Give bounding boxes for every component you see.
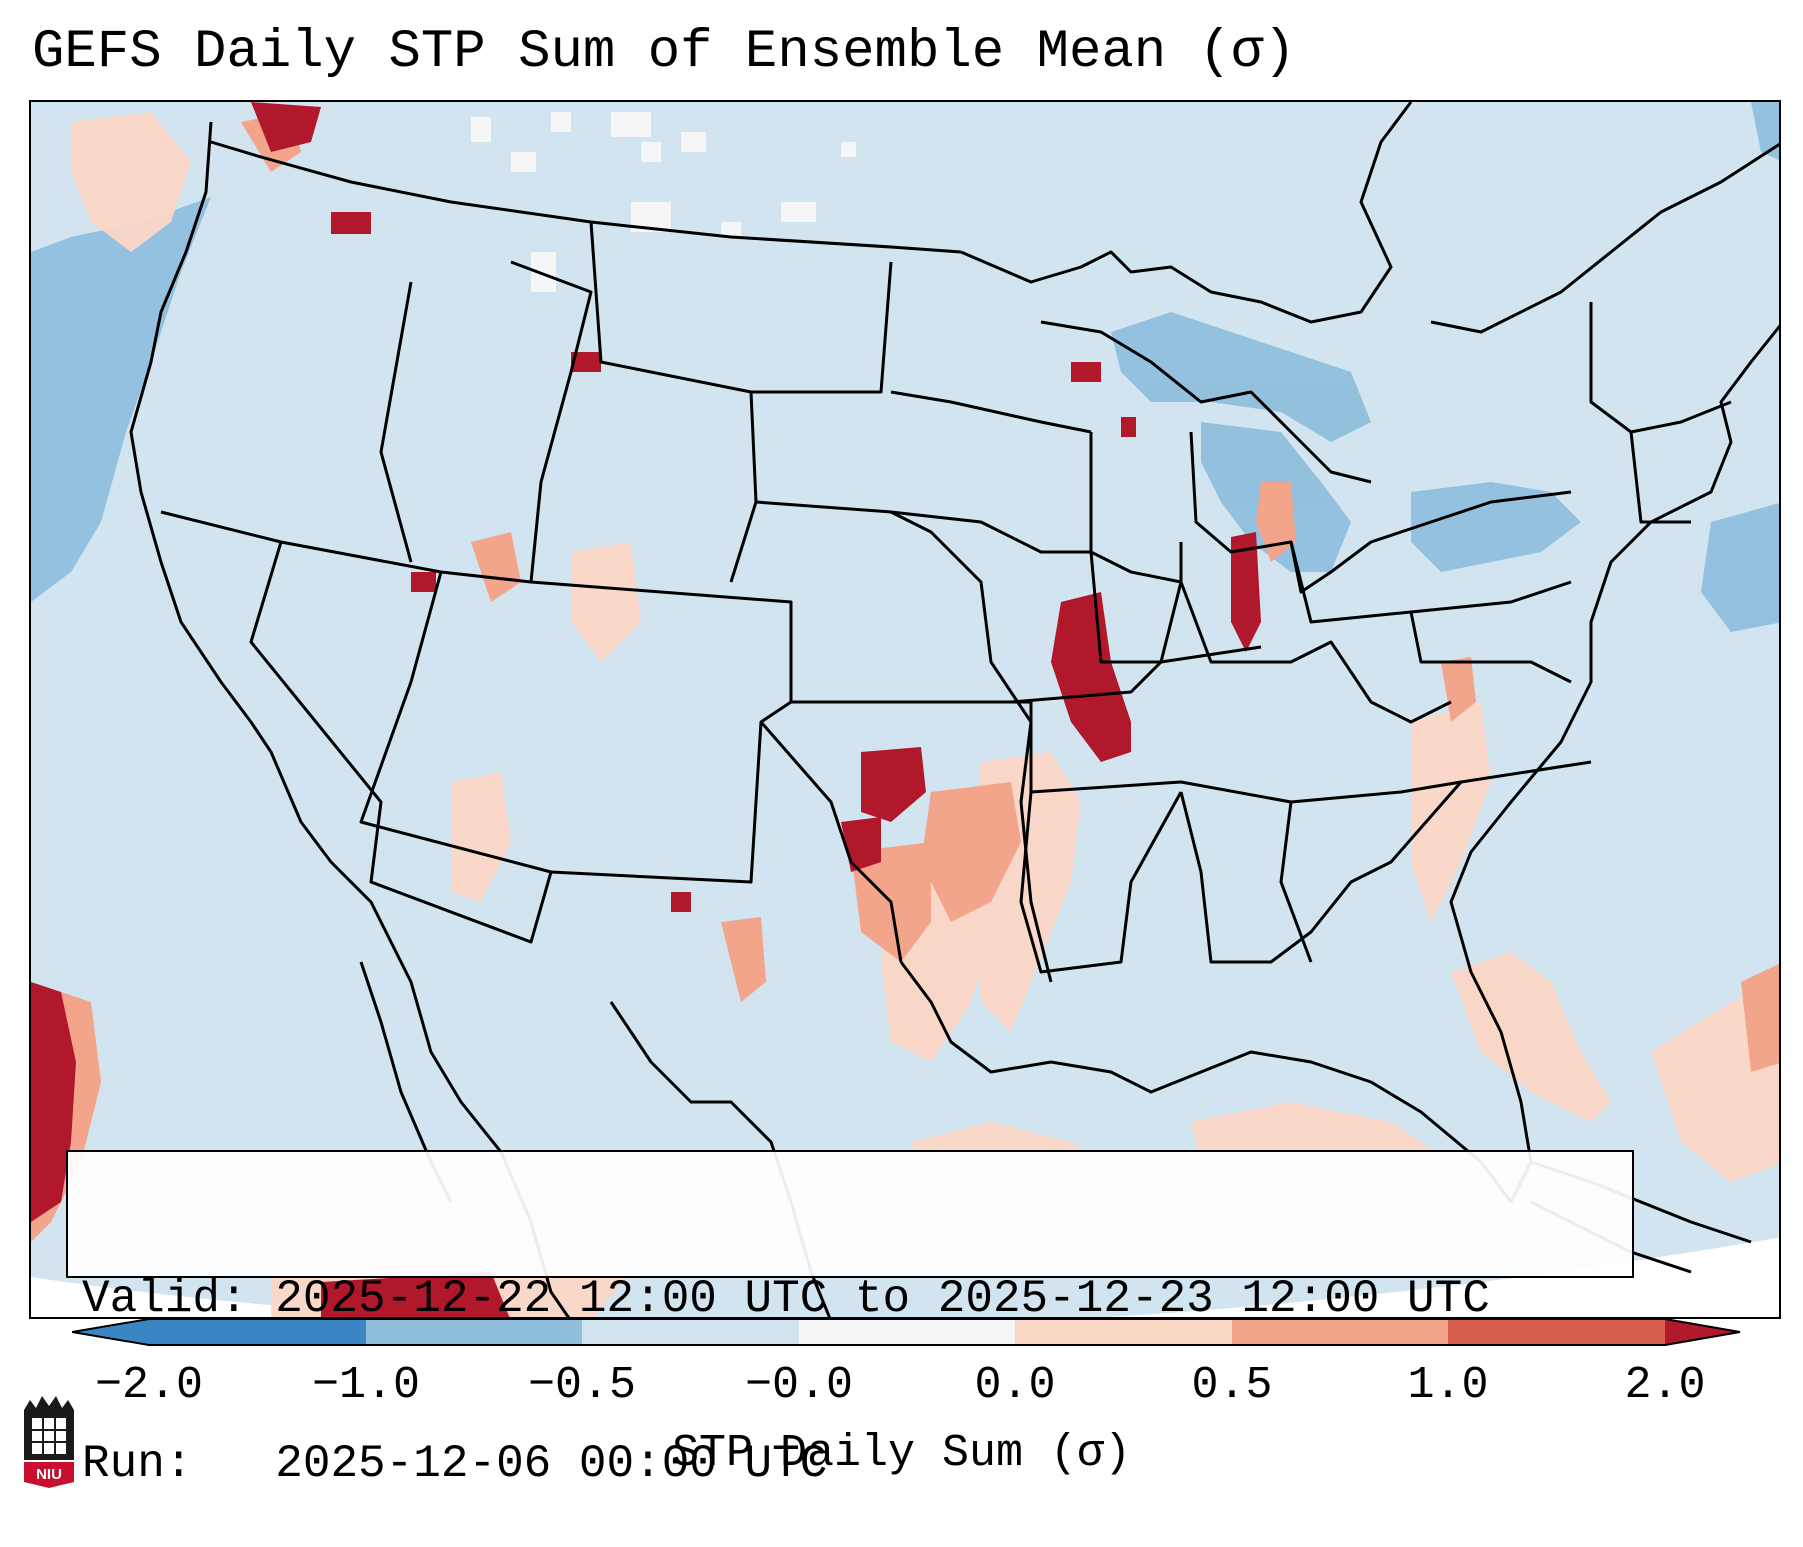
- colorbar-segment: [799, 1319, 1015, 1345]
- colorbar-extend-min: [72, 1319, 149, 1345]
- map-outlines: [129, 102, 1779, 1317]
- colorbar-segment: [1232, 1319, 1448, 1345]
- tick-label: −1.0: [311, 1360, 421, 1411]
- colorbar: [72, 1318, 1741, 1346]
- colorbar-segments: [72, 1319, 1740, 1345]
- tick-label: 0.5: [1191, 1360, 1273, 1411]
- tick-label: 2.0: [1624, 1360, 1706, 1411]
- tick-label: −2.0: [94, 1360, 204, 1411]
- valid-run-info-box: Valid: 2025-12-22 12:00 UTC to 2025-12-2…: [66, 1150, 1634, 1490]
- tick-label: −0.0: [744, 1360, 854, 1411]
- colorbar-segment: [149, 1319, 366, 1345]
- colorbar-extend-max: [1665, 1319, 1740, 1345]
- strong-positive-areas: [31, 102, 1261, 1317]
- colorbar-tick-labels: −2.0 −1.0 −0.5 −0.0 0.0 0.5 1.0 2.0: [0, 1360, 1803, 1420]
- near-zero-patches: [471, 112, 1526, 1037]
- colorbar-segment: [1448, 1319, 1665, 1345]
- tick-label: 0.0: [974, 1360, 1056, 1411]
- colorbar-segment: [366, 1319, 582, 1345]
- colorbar-segment: [582, 1319, 799, 1345]
- niu-logo-icon: NIU: [24, 1396, 74, 1488]
- logo-text: NIU: [36, 1466, 62, 1483]
- run-time-text: Run: 2025-12-06 00:00 UTC: [82, 1438, 828, 1490]
- chart-title: GEFS Daily STP Sum of Ensemble Mean (σ): [32, 22, 1296, 83]
- map-canvas: [31, 102, 1779, 1317]
- colorbar-label: STP Daily Sum (σ): [671, 1428, 1132, 1479]
- map-domain: [31, 102, 1779, 1317]
- map-panel: [29, 100, 1781, 1319]
- tick-label: 1.0: [1407, 1360, 1489, 1411]
- valid-time-text: Valid: 2025-12-22 12:00 UTC to 2025-12-2…: [82, 1273, 1490, 1325]
- tick-label: −0.5: [527, 1360, 637, 1411]
- colorbar-segment: [1015, 1319, 1232, 1345]
